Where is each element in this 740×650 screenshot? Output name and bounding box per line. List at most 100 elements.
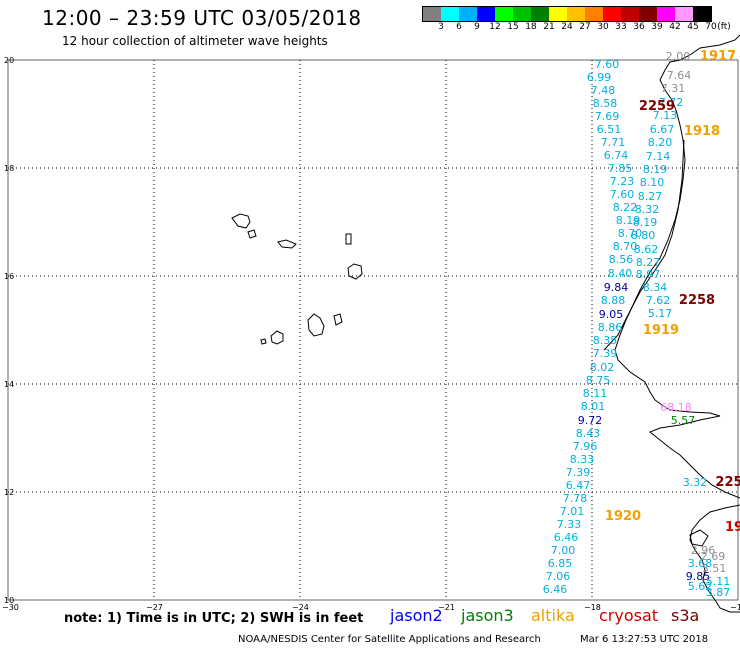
lat-lon-grid [7, 59, 739, 601]
wave-height-value: 2.69 [701, 550, 726, 563]
wave-height-value: 8.43 [576, 427, 601, 440]
wave-height-value: 8.62 [634, 243, 659, 256]
wave-height-value: 7.33 [557, 518, 582, 531]
wave-height-value: 8.35 [593, 334, 618, 347]
altimeter-ground-track [603, 139, 685, 351]
wave-height-value: 7.72 [659, 96, 684, 109]
colorbar-tick: 6 [456, 22, 462, 32]
wave-height-value: 8.22 [613, 201, 638, 214]
wave-height-value: 7.00 [551, 544, 576, 557]
wave-height-value: 8.97 [636, 268, 661, 281]
wave-height-value: 7.31 [661, 82, 686, 95]
wave-height-value: 6.46 [554, 531, 579, 544]
wave-height-value: 7.64 [667, 69, 692, 82]
wave-height-value: 7.85 [608, 162, 633, 175]
colorbar-tick: 39 [651, 22, 663, 32]
pass-time-label: 1919 [643, 323, 679, 338]
wave-height-value: 7.69 [595, 110, 620, 123]
longitude-label: −24 [292, 603, 309, 612]
colorbar-tick: 18 [525, 22, 537, 32]
colorbar-tick: 36 [633, 22, 645, 32]
colorbar-swatch [621, 7, 639, 21]
wave-height-value: 6.99 [587, 71, 612, 84]
colorbar-tick: 30 [597, 22, 609, 32]
colorbar-swatch [495, 7, 513, 21]
wave-height-value: 6.67 [650, 123, 675, 136]
pass-time-label: 2259 [639, 99, 675, 114]
wave-height-value: 8.70 [618, 227, 643, 240]
wave-height-value: 8.10 [640, 176, 665, 189]
longitude-label: −18 [584, 603, 601, 612]
wave-height-value: 3.87 [706, 586, 731, 599]
wave-height-value: 9.84 [604, 281, 629, 294]
wave-height-value: 8.19 [643, 163, 668, 176]
wave-height-value: 8.88 [601, 294, 626, 307]
colorbar-swatch [549, 7, 567, 21]
wave-height-value: 3.32 [683, 476, 708, 489]
colorbar-swatch [639, 7, 657, 21]
wave-height-value: 8.11 [583, 387, 608, 400]
latitude-label: 10 [4, 596, 14, 605]
wave-height-value: 5.62 [688, 580, 713, 593]
latitude-label: 20 [4, 56, 14, 65]
wave-height-value: 2.96 [691, 544, 716, 557]
colorbar-tick: 21 [543, 22, 555, 32]
wave-height-value: 8.32 [635, 203, 660, 216]
wave-height-value: 8.27 [636, 256, 661, 269]
satellite-legend-s3a: s3a [671, 606, 700, 625]
latitude-label: 16 [4, 272, 14, 281]
wave-height-value: 5.57 [671, 414, 696, 427]
colorbar-swatch [459, 7, 477, 21]
wave-height-value: 9.05 [599, 308, 624, 321]
footnote: note: 1) Time is in UTC; 2) SWH is in fe… [64, 611, 364, 626]
wave-height-value: 8.20 [648, 136, 673, 149]
island-santo-antao [231, 213, 251, 229]
wave-height-value: 8.19 [616, 214, 641, 227]
generated-timestamp: Mar 6 13:27:53 UTC 2018 [580, 634, 709, 645]
colorbar-tick: 70 [705, 22, 717, 32]
longitude-label: −21 [438, 603, 455, 612]
wave-height-value: 7.96 [573, 440, 598, 453]
island-sao-vicente [247, 229, 257, 239]
wave-height-value: 6.46 [543, 583, 568, 596]
wave-height-value: 8.02 [590, 361, 615, 374]
wave-height-value: 7.60 [610, 188, 635, 201]
wave-height-value: 8.27 [638, 190, 663, 203]
wave-height-value: 7.39 [566, 466, 591, 479]
longitude-label: −27 [146, 603, 163, 612]
colorbar-tick: 45 [687, 22, 699, 32]
colorbar-swatch [657, 7, 675, 21]
colorbar-tick: 12 [489, 22, 501, 32]
wave-height-value: 7.06 [546, 570, 571, 583]
island-maio [333, 313, 343, 326]
island-santiago [307, 313, 325, 337]
wave-height-value: 8.56 [609, 253, 634, 266]
colorbar-tick: 9 [474, 22, 480, 32]
colorbar-swatch [513, 7, 531, 21]
wave-height-value: 6.74 [604, 149, 629, 162]
coastline [231, 34, 740, 613]
pass-time-label: 225 [715, 475, 740, 490]
wave-height-value: 8.58 [593, 97, 618, 110]
track-measurements-west: 7.606.997.488.587.696.517.716.747.857.23… [543, 58, 643, 596]
island-sao-nicolau [277, 239, 297, 249]
colorbar-tick: 33 [615, 22, 627, 32]
satellite-legend-jason3: jason3 [461, 606, 514, 625]
wave-height-colorbar [422, 6, 712, 22]
colorbar-swatch [693, 7, 711, 21]
credit-line: NOAA/NESDIS Center for Satellite Applica… [238, 634, 541, 645]
island-fogo [270, 330, 284, 345]
map-title: 12:00 – 23:59 UTC 03/05/2018 [42, 6, 362, 30]
longitude-label: −15 [730, 603, 740, 612]
wave-height-value: 8.40 [608, 267, 633, 280]
colorbar-tick: 42 [669, 22, 681, 32]
wave-height-value: 7.01 [560, 505, 585, 518]
wave-height-value: 68.18 [660, 401, 692, 414]
satellite-legend-altika: altika [531, 606, 575, 625]
latitude-label: 18 [4, 164, 14, 173]
pass-time-label: 1920 [605, 509, 641, 524]
longitude-label: −30 [2, 603, 19, 612]
wave-height-value: 7.62 [646, 294, 671, 307]
